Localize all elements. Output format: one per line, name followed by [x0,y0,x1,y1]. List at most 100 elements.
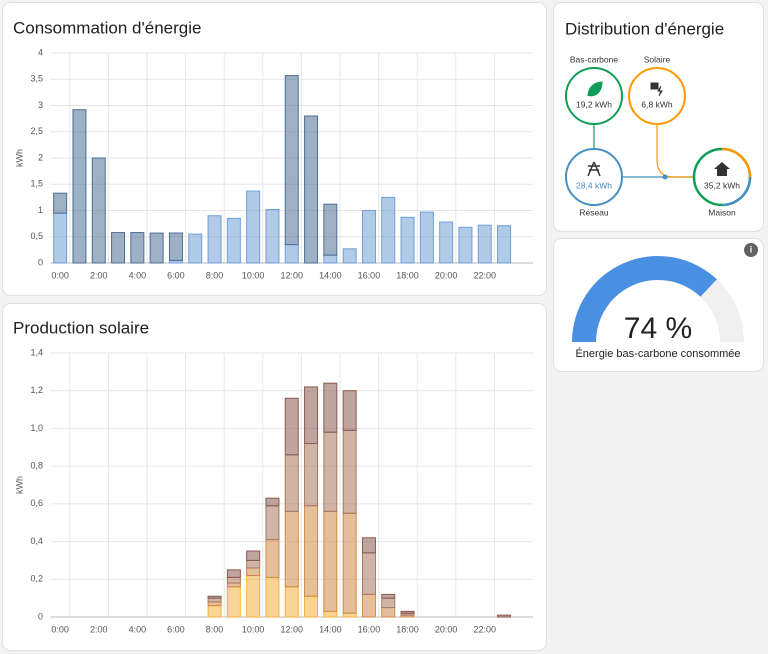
bar [265,505,280,541]
bar [246,190,261,264]
bar [168,232,183,261]
bar [284,75,299,246]
bar [361,537,376,554]
x-tick-label: 6:00 [167,624,185,634]
bar [497,225,512,264]
node-value: 35,2 kWh [704,180,740,190]
bar [381,196,396,264]
home-icon [714,162,730,176]
bar [149,232,164,264]
x-tick-label: 8:00 [206,270,224,280]
bar [246,575,261,618]
y-tick-label: 0,2 [30,574,43,584]
bar [419,211,434,264]
x-tick-label: 10:00 [242,624,265,634]
bar [381,607,396,618]
bar [207,605,222,618]
bar [226,217,241,264]
y-tick-label: 3 [38,100,43,110]
bar [207,601,222,607]
bar [226,586,241,618]
y-tick-label: 0 [38,611,43,621]
bar [72,109,87,264]
solar-icon [650,82,663,97]
x-tick-label: 10:00 [242,270,265,280]
info-icon[interactable] [744,243,758,257]
y-tick-label: 1,5 [30,179,43,189]
x-tick-label: 8:00 [206,624,224,634]
node-label: Solaire [644,54,671,64]
bar [53,212,68,264]
bar [323,610,338,618]
x-tick-label: 12:00 [280,624,303,634]
bar [284,510,299,588]
bar [265,497,280,507]
bar [207,597,222,603]
gauge-bar [572,255,717,342]
bar [342,612,357,618]
bar [323,431,338,512]
bar [497,614,512,618]
node-ring [721,147,752,178]
x-tick-label: 18:00 [396,270,419,280]
bar [323,254,338,264]
bar [381,593,396,599]
bar [207,595,222,599]
y-tick-label: 0 [38,257,43,267]
y-tick-label: 3,5 [30,74,43,84]
node-label: Réseau [579,207,609,217]
bar [207,215,222,264]
bar [361,210,376,264]
card-title: Consommation d'énergie [13,18,201,37]
bar [361,593,376,618]
node-label: Maison [708,207,736,217]
y-tick-label: 1 [38,205,43,215]
bar [304,595,319,618]
x-tick-label: 12:00 [280,270,303,280]
bar [265,576,280,618]
x-tick-label: 6:00 [167,270,185,280]
bar [226,582,241,588]
bar [265,539,280,578]
flow-lines [593,124,694,180]
x-tick-label: 20:00 [435,624,458,634]
x-tick-label: 18:00 [396,624,419,634]
node [628,67,686,125]
node-value: 6,8 kWh [641,99,672,109]
x-tick-label: 0:00 [51,624,69,634]
node-label: Bas-carbone [570,54,618,64]
bar [304,505,319,597]
x-tick-label: 4:00 [129,270,147,280]
bar [400,216,415,264]
node-value: 19,2 kWh [576,99,612,109]
bar [458,226,473,264]
bar [246,567,261,577]
bar [361,552,376,595]
bar [284,244,299,264]
bar [226,569,241,578]
y-tick-label: 1,0 [30,423,43,433]
bar [323,382,338,433]
card [553,238,764,372]
y-tick-label: 2 [38,152,43,162]
x-tick-label: 16:00 [358,270,381,280]
x-tick-label: 14:00 [319,270,342,280]
bar [304,443,319,507]
bar [400,610,415,614]
x-tick-label: 16:00 [358,624,381,634]
bar [111,232,126,264]
x-tick-label: 2:00 [90,624,108,634]
bar [323,510,338,612]
bar [284,454,299,512]
y-tick-label: 4 [38,47,43,57]
y-tick-label: 0,4 [30,536,43,546]
grid-icon [587,161,601,177]
bar [284,586,299,618]
y-tick-label: 0,5 [30,231,43,241]
bar [130,232,145,264]
node [565,148,623,206]
y-tick-label: 0,8 [30,461,43,471]
bar [304,386,319,445]
bar [342,512,357,614]
